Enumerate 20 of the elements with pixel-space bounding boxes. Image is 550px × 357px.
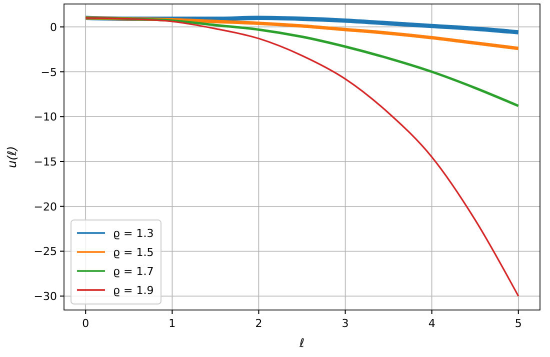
x-tick-label: 1: [168, 317, 176, 330]
legend-label: ϱ = 1.9: [113, 284, 154, 297]
x-tick-label: 5: [514, 317, 522, 330]
x-axis-title: ℓ: [298, 336, 305, 350]
y-tick-label: −25: [34, 245, 57, 258]
y-tick-label: 0: [50, 20, 57, 34]
y-tick-label: −20: [34, 200, 57, 214]
x-tick-label: 4: [428, 317, 436, 330]
y-axis-title: u(ℓ): [5, 146, 19, 168]
legend-label: ϱ = 1.5: [113, 246, 154, 259]
y-tick-label: −5: [40, 66, 57, 79]
legend-label: ϱ = 1.7: [113, 265, 154, 278]
y-tick-label: −10: [34, 110, 57, 124]
line-series: [84, 17, 520, 297]
y-tick-label: −15: [34, 155, 57, 168]
x-tick-label: 0: [82, 317, 90, 330]
y-tick-label: −30: [34, 290, 57, 304]
legend-label: ϱ = 1.3: [113, 227, 154, 240]
x-tick-label: 2: [255, 317, 262, 330]
x-tick-label: 3: [342, 317, 349, 330]
